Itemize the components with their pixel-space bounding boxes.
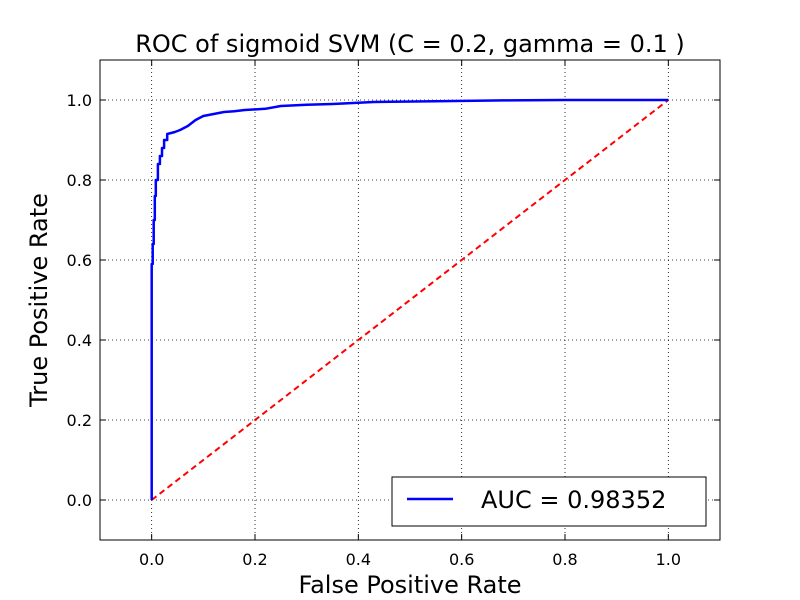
y-tick-label: 1.0 [67, 91, 92, 110]
chance-diagonal-line [151, 99, 669, 501]
chart-title: ROC of sigmoid SVM (C = 0.2, gamma = 0.1… [135, 30, 685, 58]
x-tick-label: 0.2 [242, 550, 267, 569]
y-tick-label: 0.8 [67, 171, 92, 190]
x-tick-label: 1.0 [656, 550, 681, 569]
plot-area-frame [99, 59, 721, 541]
x-tick-label: 0.4 [346, 550, 371, 569]
x-tick-label: 0.6 [449, 550, 474, 569]
legend: AUC = 0.98352 [391, 476, 707, 527]
y-tick-label: 0.0 [67, 491, 92, 510]
y-tick-label: 0.2 [67, 411, 92, 430]
y-tick-label: 0.4 [67, 331, 92, 350]
legend-box [391, 476, 707, 527]
roc-curve-line [150, 98, 669, 500]
y-axis-title: True Positive Rate [25, 193, 53, 408]
legend-label: AUC = 0.98352 [481, 486, 666, 514]
x-tick-label: 0.8 [552, 550, 577, 569]
ticks-layer: 0.0 0.2 0.4 0.6 0.8 1.0 0.0 0.2 0.4 0.6 0.8 1.0 [67, 60, 720, 569]
x-axis-title: False Positive Rate [298, 571, 521, 599]
series-layer [150, 98, 669, 501]
y-tick-label: 0.6 [67, 251, 92, 270]
x-tick-label: 0.0 [139, 550, 164, 569]
